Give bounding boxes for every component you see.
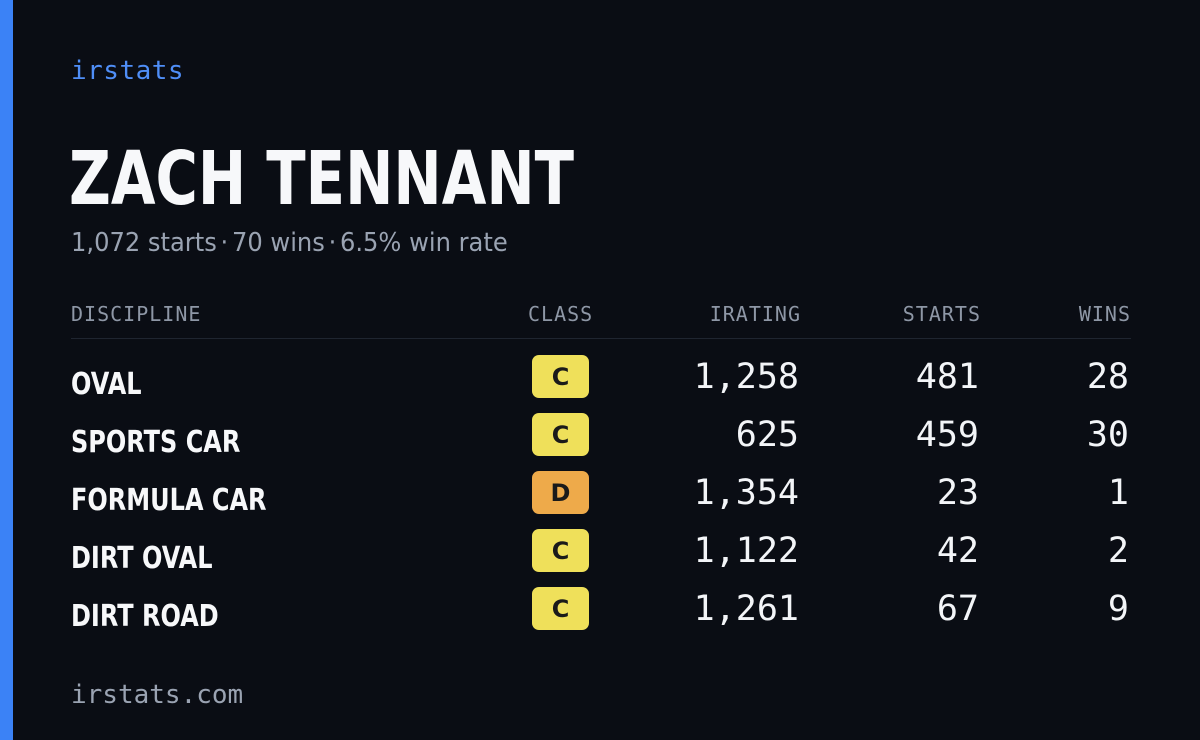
accent-bar: [0, 0, 13, 740]
discipline-name: DIRT OVAL: [71, 541, 213, 576]
irating-value: 1,354: [693, 473, 799, 513]
column-header-wins: WINS: [1078, 302, 1131, 326]
win-rate: 6.5% win rate: [339, 228, 508, 258]
column-header-irating: IRATING: [709, 302, 801, 326]
separator: ·: [328, 228, 337, 258]
column-header-class: CLASS: [528, 302, 594, 326]
wins-value: 1: [1107, 473, 1129, 513]
table-row: DIRT OVAL C 1,122 42 2: [71, 529, 1131, 587]
starts-value: 23: [936, 473, 979, 513]
starts-count: 1,072 starts: [71, 228, 217, 258]
discipline-name: FORMULA CAR: [71, 483, 267, 518]
starts-value: 459: [915, 415, 979, 455]
irating-value: 1,258: [693, 357, 799, 397]
column-header-discipline: DISCIPLINE: [71, 302, 202, 326]
wins-count: 70 wins: [231, 228, 325, 258]
irating-value: 1,122: [693, 531, 799, 571]
brand-logo-text: irstats: [71, 56, 185, 86]
starts-value: 67: [936, 589, 979, 629]
discipline-stats-table: DISCIPLINE CLASS IRATING STARTS WINS OVA…: [71, 298, 1131, 645]
discipline-name: DIRT ROAD: [71, 599, 219, 634]
footer-url: irstats.com: [71, 680, 244, 710]
starts-value: 481: [915, 357, 979, 397]
table-row: DIRT ROAD C 1,261 67 9: [71, 587, 1131, 645]
wins-value: 28: [1086, 357, 1129, 397]
class-badge: C: [532, 529, 589, 572]
discipline-name: SPORTS CAR: [71, 425, 241, 460]
table-body: OVAL C 1,258 481 28 SPORTS CAR C 625 459…: [71, 339, 1131, 645]
wins-value: 30: [1086, 415, 1129, 455]
player-summary: 1,072 starts · 70 wins · 6.5% win rate: [71, 228, 508, 258]
class-badge: D: [532, 471, 589, 514]
player-name: ZACH TENNANT: [69, 136, 575, 222]
irating-value: 625: [735, 415, 799, 455]
wins-value: 9: [1107, 589, 1129, 629]
class-badge: C: [532, 413, 589, 456]
table-row: SPORTS CAR C 625 459 30: [71, 413, 1131, 471]
class-badge: C: [532, 355, 589, 398]
table-header: DISCIPLINE CLASS IRATING STARTS WINS: [71, 298, 1131, 339]
discipline-name: OVAL: [71, 367, 142, 402]
irating-value: 1,261: [693, 589, 799, 629]
column-header-starts: STARTS: [902, 302, 981, 326]
separator: ·: [220, 228, 229, 258]
table-row: OVAL C 1,258 481 28: [71, 355, 1131, 413]
wins-value: 2: [1107, 531, 1129, 571]
table-row: FORMULA CAR D 1,354 23 1: [71, 471, 1131, 529]
class-badge: C: [532, 587, 589, 630]
starts-value: 42: [936, 531, 979, 571]
